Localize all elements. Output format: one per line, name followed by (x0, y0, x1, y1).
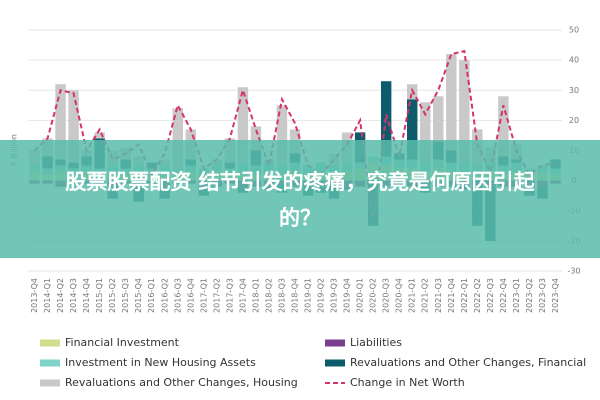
x-tick-label: 2021-Q4 (447, 278, 456, 313)
x-tick-label: 2016-Q3 (173, 278, 182, 313)
x-tick-label: 2016-Q4 (186, 278, 195, 313)
y-tick-label: 30 (569, 86, 579, 95)
y-tick-label: 20 (569, 116, 579, 125)
bar-segment (172, 108, 183, 169)
banner (0, 140, 600, 258)
x-tick-label: 2017-Q1 (199, 278, 208, 313)
x-tick-label: 2023-Q1 (512, 278, 521, 313)
legend-swatch (325, 339, 345, 347)
bar-segment (276, 105, 288, 166)
legend-label: Revaluations and Other Changes, Housing (65, 376, 298, 389)
legend-swatch (40, 359, 60, 367)
x-tick-label: 2021-Q3 (434, 278, 443, 313)
x-tick-label: 2022-Q1 (460, 278, 469, 313)
banner-text: 的？ (279, 206, 321, 230)
x-tick-label: 2022-Q2 (473, 278, 482, 313)
x-tick-label: 2015-Q3 (121, 278, 130, 313)
bar-segment (250, 126, 262, 151)
legend-label: Change in Net Worth (350, 376, 465, 389)
net-worth-line (33, 49, 556, 223)
x-tick-label: 2018-Q2 (264, 278, 273, 313)
bar-segment (407, 99, 418, 160)
x-tick-label: 2018-Q3 (277, 278, 286, 313)
bar-segment (237, 87, 249, 163)
x-tick-label: 2022-Q3 (486, 278, 495, 313)
bar-segment (446, 54, 457, 151)
x-tick-label: 2020-Q2 (369, 278, 378, 313)
legend-swatch (40, 339, 60, 347)
bar-segment (68, 90, 79, 163)
y-tick-label: 50 (569, 26, 579, 35)
x-tick-label: 2023-Q2 (525, 278, 534, 313)
x-tick-label: 2019-Q2 (317, 278, 326, 313)
x-tick-label: 2017-Q4 (238, 278, 247, 313)
x-tick-label: 2014-Q4 (82, 278, 91, 313)
x-tick-label: 2014-Q2 (56, 278, 65, 313)
x-tick-label: 2021-Q1 (408, 278, 417, 313)
legend-label: Financial Investment (65, 336, 180, 349)
x-tick-label: 2020-Q3 (382, 278, 391, 313)
bar-segment (459, 60, 470, 163)
x-tick-label: 2014-Q3 (69, 278, 78, 313)
x-tick-label: 2015-Q4 (134, 278, 143, 313)
legend-label: Revaluations and Other Changes, Financia… (350, 356, 586, 369)
legend-label: Investment in New Housing Assets (65, 356, 256, 369)
bar-segment (55, 84, 66, 160)
y-tick-label: -30 (567, 267, 580, 276)
x-tick-label: 2018-Q1 (251, 278, 260, 313)
x-tick-label: 2015-Q1 (95, 278, 104, 313)
x-tick-label: 2021-Q2 (421, 278, 430, 313)
x-tick-label: 2019-Q4 (343, 278, 352, 313)
x-tick-label: 2015-Q2 (108, 278, 117, 313)
x-tick-label: 2023-Q3 (538, 278, 547, 313)
x-tick-label: 2013-Q4 (30, 278, 39, 313)
x-tick-label: 2023-Q4 (551, 278, 560, 313)
legend-swatch (325, 359, 345, 367)
banner-text: 股票股票配资 结节引发的疼痛，究竟是何原因引起 (65, 170, 535, 194)
x-tick-label: 2014-Q1 (43, 278, 52, 313)
x-tick-label: 2016-Q1 (147, 278, 156, 313)
y-tick-label: 40 (569, 56, 579, 65)
x-tick-label: 2022-Q4 (499, 278, 508, 313)
bar-segment (94, 132, 105, 139)
x-tick-label: 2017-Q3 (225, 278, 234, 313)
x-tick-label: 2018-Q4 (291, 278, 300, 313)
legend-label: Liabilities (350, 336, 402, 349)
x-tick-label: 2019-Q1 (304, 278, 313, 313)
x-tick-label: 2020-Q1 (356, 278, 365, 313)
x-tick-label: 2017-Q2 (212, 278, 221, 313)
bar-segment (433, 96, 444, 142)
bar-segment (498, 96, 509, 157)
legend-swatch (40, 379, 60, 387)
x-tick-label: 2016-Q2 (160, 278, 169, 313)
x-tick-label: 2020-Q4 (395, 278, 404, 313)
bar-segment (420, 102, 431, 163)
x-tick-label: 2019-Q3 (330, 278, 339, 313)
